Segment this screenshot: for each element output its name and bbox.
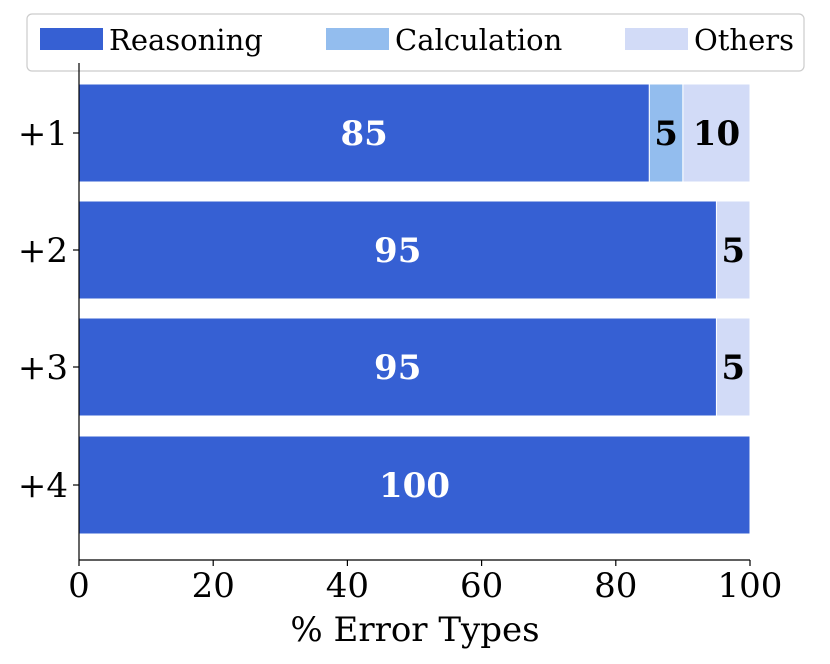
bar-others-3 (715, 317, 751, 417)
bar-reasoning-4 (78, 435, 751, 535)
bar-label-reasoning-2: 95 (374, 231, 421, 271)
x-ticks: 0 20 40 60 80 100 (68, 560, 782, 606)
y-tick-label: +4 (18, 466, 68, 506)
bar-others-1 (682, 83, 751, 183)
bar-others-2 (715, 200, 751, 300)
bar-label-others-3: 5 (721, 348, 745, 388)
x-tick-label: 40 (326, 566, 369, 606)
y-tick-label: +2 (18, 231, 68, 271)
bar-label-others-2: 5 (721, 231, 745, 271)
x-tick-label: 0 (68, 566, 90, 606)
bar-reasoning-3 (78, 317, 717, 417)
legend-label-calculation: Calculation (395, 23, 562, 57)
x-tick-label: 60 (460, 566, 503, 606)
legend-label-reasoning: Reasoning (109, 23, 263, 57)
legend-swatch-others (625, 28, 688, 50)
bars: 85 5 10 95 5 95 5 100 (78, 83, 751, 535)
y-tick-label: +3 (18, 348, 68, 388)
bar-label-calculation-1: 5 (654, 114, 678, 154)
y-ticks: +1 +2 +3 +4 (18, 114, 79, 506)
legend: Reasoning Calculation Others (26, 13, 805, 72)
legend-swatch-reasoning (40, 28, 103, 50)
y-tick-label: +1 (18, 114, 68, 154)
bar-reasoning-2 (78, 200, 717, 300)
x-tick-label: 80 (594, 566, 637, 606)
legend-frame (26, 13, 805, 72)
legend-swatch-calculation (326, 28, 389, 50)
bar-calculation-1 (648, 83, 684, 183)
bar-label-others-1: 10 (693, 114, 740, 154)
x-tick-label: 100 (718, 566, 783, 606)
x-tick-label: 20 (192, 566, 235, 606)
axes (78, 63, 750, 561)
bar-reasoning-1 (78, 83, 650, 183)
bar-label-reasoning-3: 95 (374, 348, 421, 388)
bar-label-reasoning-4: 100 (379, 466, 450, 506)
legend-label-others: Others (694, 23, 794, 57)
x-axis-title: % Error Types (290, 610, 539, 650)
bar-label-reasoning-1: 85 (341, 114, 388, 154)
